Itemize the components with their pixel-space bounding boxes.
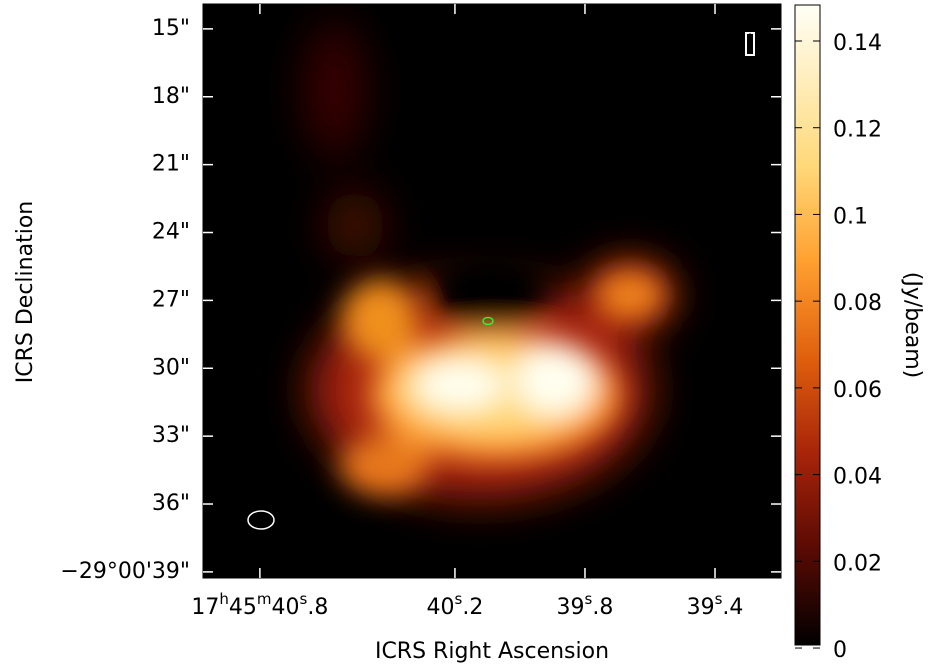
x-tick-label-sup: s: [715, 590, 723, 608]
x-tick-label: 39s.8: [557, 590, 614, 621]
x-tick-label-part: 17: [191, 595, 219, 620]
x-tick-label: 40s.2: [427, 590, 484, 621]
x-tick-label-part: .2: [462, 595, 483, 620]
x-tick-label-part: 39: [557, 595, 585, 620]
colorbar: [794, 4, 821, 646]
x-tick-label-part: 39: [687, 595, 715, 620]
y-tick-label: 21": [152, 152, 190, 177]
colorbar-tick-label: 0.02: [833, 551, 882, 576]
colorbar-tick-label: 0.12: [833, 118, 882, 143]
colorbar-tick-label: 0.14: [833, 31, 882, 56]
y-tick-label: 30": [152, 355, 190, 380]
x-tick-label-part: 40: [272, 595, 300, 620]
colorbar-label: (Jy/beam): [900, 272, 925, 379]
y-tick-label: 18": [152, 84, 190, 109]
x-tick-label-part: .4: [722, 595, 743, 620]
colorbar-tick-label: 0.08: [833, 291, 882, 316]
y-tick-label: 27": [152, 287, 190, 312]
x-tick-label-part: .8: [592, 595, 613, 620]
x-tick-label-part: 45: [229, 595, 257, 620]
x-tick-label: 39s.4: [687, 590, 744, 621]
y-axis-label: ICRS Declination: [13, 201, 38, 383]
colorbar-tick-label: 0.04: [833, 465, 882, 490]
x-tick-label-sup: s: [585, 590, 593, 608]
x-tick-label-part: 40: [427, 595, 455, 620]
y-tick-label: 36": [152, 491, 190, 516]
y-tick-label: 24": [152, 220, 190, 245]
x-axis-label: ICRS Right Ascension: [375, 639, 609, 664]
stokes-label: I: [747, 31, 754, 56]
y-tick-label: −29°00'39": [60, 559, 190, 584]
x-tick-label-sup: m: [257, 590, 272, 608]
y-tick-label: 15": [152, 16, 190, 41]
x-tick-label-sup: h: [219, 590, 229, 608]
colorbar-tick-label: 0: [833, 638, 847, 663]
x-tick-label-sup: s: [455, 590, 463, 608]
colorbar-tick-label: 0.06: [833, 378, 882, 403]
intensity-map: [203, 4, 781, 578]
x-tick-label-part: .8: [307, 595, 328, 620]
colorbar-tick-label: 0.1: [833, 204, 868, 229]
x-tick-label-sup: s: [300, 590, 308, 608]
y-tick-label: 33": [152, 423, 190, 448]
x-tick-label: 17h45m40s.8: [191, 590, 328, 621]
